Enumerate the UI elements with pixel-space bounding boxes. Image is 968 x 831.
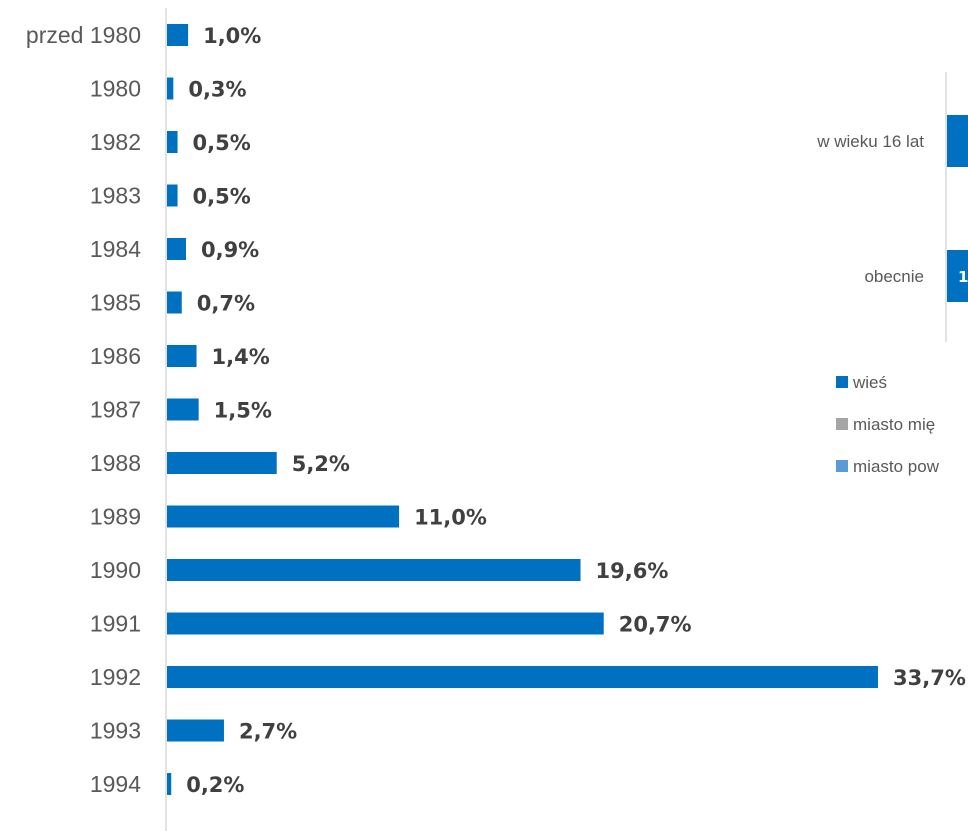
legend-entry: miasto mię xyxy=(853,415,935,434)
category-label: 1982 xyxy=(90,129,141,155)
bar xyxy=(167,666,878,688)
category-label: 1994 xyxy=(90,771,141,797)
data-label: 19,6% xyxy=(596,559,669,583)
legend-swatch xyxy=(836,376,848,388)
side-category-labels: w wieku 16 lat obecnie xyxy=(816,132,924,286)
category-label: 1984 xyxy=(90,236,141,262)
data-label: 33,7% xyxy=(893,666,966,690)
side-bars xyxy=(947,115,968,302)
data-label: 11,0% xyxy=(414,506,487,530)
data-label: 2,7% xyxy=(239,720,297,744)
data-label: 5,2% xyxy=(292,452,350,476)
bar xyxy=(167,612,604,635)
side-category-label: w wieku 16 lat xyxy=(816,132,924,151)
bar xyxy=(167,131,178,153)
data-label: 20,7% xyxy=(619,613,692,637)
category-label: 1986 xyxy=(90,343,141,369)
category-label: 1992 xyxy=(90,664,141,690)
data-label: 0,7% xyxy=(197,292,255,316)
bar xyxy=(167,238,186,260)
bar xyxy=(167,77,174,100)
category-label: 1987 xyxy=(90,397,141,423)
bar xyxy=(167,291,182,314)
bar xyxy=(167,773,172,795)
data-label: 0,5% xyxy=(193,185,251,209)
data-label: 1,0% xyxy=(203,24,261,48)
category-label: 1990 xyxy=(90,557,141,583)
side-value-labels: 1 xyxy=(958,268,968,286)
category-label: 1989 xyxy=(90,504,141,530)
category-labels: przed 1980 1980 1982 1983 1984 1985 1986 1987 19… xyxy=(26,22,141,797)
legend-swatch xyxy=(836,418,848,430)
category-label: 1988 xyxy=(90,450,141,476)
data-label: 1,4% xyxy=(212,345,270,369)
bar xyxy=(167,24,189,46)
bar xyxy=(167,452,277,474)
category-label: 1980 xyxy=(90,76,141,102)
data-label: 0,5% xyxy=(193,131,251,155)
category-label: 1985 xyxy=(90,290,141,316)
data-label: 0,2% xyxy=(186,773,244,797)
side-bar-segment xyxy=(947,250,968,302)
bars xyxy=(167,24,878,795)
legend-swatch xyxy=(836,460,848,472)
legend-entry: wieś xyxy=(852,373,887,392)
bar xyxy=(167,345,197,367)
bar xyxy=(167,719,224,742)
side-category-label: obecnie xyxy=(864,267,924,286)
bar xyxy=(167,184,178,207)
data-label: 0,3% xyxy=(188,78,246,102)
category-label: przed 1980 xyxy=(26,22,141,48)
bar xyxy=(167,505,400,528)
category-label: 1993 xyxy=(90,718,141,744)
side-bar-segment xyxy=(947,115,968,167)
category-label: 1983 xyxy=(90,183,141,209)
bar xyxy=(167,398,199,421)
bar xyxy=(167,559,581,581)
legend: wieś miasto mię miasto pow xyxy=(836,373,940,476)
legend-entry: miasto pow xyxy=(853,457,940,476)
side-data-label: 1 xyxy=(958,268,968,286)
data-label: 1,5% xyxy=(214,399,272,423)
category-label: 1991 xyxy=(90,611,141,637)
value-labels: 1,0% 0,3% 0,5% 0,5% 0,9% 0,7% 1,4% 1,5% 5,2% 11,0… xyxy=(186,24,966,797)
data-label: 0,9% xyxy=(201,238,259,262)
